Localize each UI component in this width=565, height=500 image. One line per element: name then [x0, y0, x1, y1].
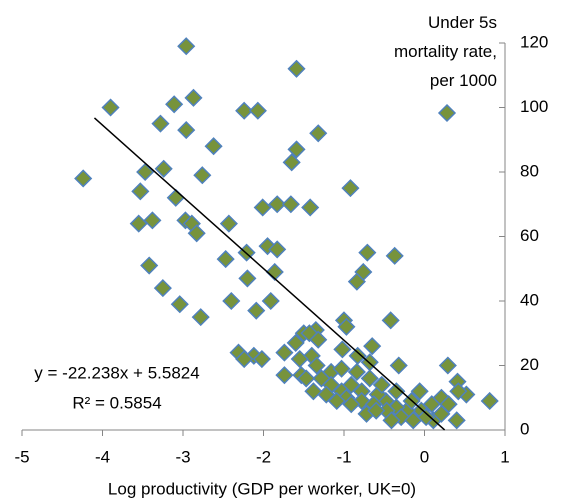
scatter-point — [248, 101, 267, 120]
scatter-point — [253, 198, 272, 217]
scatter-point — [287, 59, 306, 78]
scatter-point — [143, 211, 162, 230]
y-tick-label: 80 — [520, 161, 539, 180]
scatter-point — [341, 179, 360, 198]
x-axis-title: Log productivity (GDP per worker, UK=0) — [108, 479, 416, 498]
scatter-point — [252, 349, 271, 369]
scatter-point — [360, 369, 379, 388]
trendline-r-squared: R² = 0.5854 — [72, 393, 161, 412]
legend-label: Under 5s mortality rate, per 1000 — [394, 13, 497, 90]
scatter-point — [381, 311, 400, 330]
scatter-point — [222, 291, 241, 311]
scatter-point — [129, 214, 148, 233]
scatter-point — [136, 162, 155, 182]
scatter-point — [439, 395, 458, 414]
scatter-point — [417, 408, 436, 427]
scatter-point — [307, 356, 326, 375]
trendline-equation: y = -22.238x + 5.5824 — [34, 363, 199, 382]
scatter-point — [312, 369, 331, 388]
scatter-point — [261, 291, 280, 311]
scatter-point — [151, 114, 170, 133]
scatter-point — [166, 188, 185, 207]
scatter-point — [216, 250, 235, 269]
scatter-point — [101, 98, 120, 117]
scatter-point — [287, 140, 306, 159]
scatter-point — [290, 349, 309, 369]
scatter-point — [131, 182, 150, 201]
scatter-point — [389, 356, 408, 375]
x-tick-label: 1 — [500, 447, 509, 466]
x-tick-label: -3 — [175, 447, 190, 466]
scatter-point — [170, 295, 189, 314]
scatter-point — [275, 366, 294, 385]
scatter-point — [74, 169, 93, 188]
scatter-point — [184, 88, 203, 107]
scatter-point — [286, 333, 305, 352]
legend-marker — [437, 103, 457, 123]
scatter-point — [342, 395, 361, 414]
scatter-point — [309, 330, 328, 349]
scatter-point — [297, 369, 316, 388]
scatter-point — [332, 359, 351, 378]
scatter-point — [447, 411, 466, 430]
scatter-point — [327, 391, 346, 411]
y-tick-label: 40 — [520, 290, 539, 309]
scatter-point — [358, 243, 377, 262]
scatter-point — [363, 337, 382, 356]
scatter-point — [191, 308, 210, 327]
scatter-point — [235, 349, 254, 369]
x-tick-label: -5 — [14, 447, 29, 466]
scatter-point — [337, 317, 356, 336]
scatter-point — [140, 256, 159, 275]
x-tick-label: 0 — [420, 447, 429, 466]
y-tick-label: 100 — [520, 97, 548, 116]
scatter-point — [422, 395, 441, 414]
x-tick-label: -4 — [95, 447, 110, 466]
y-tick-label: 120 — [520, 32, 548, 51]
scatter-point — [219, 214, 238, 233]
scatter-point — [268, 240, 287, 259]
scatter-point — [480, 391, 499, 411]
scatter-point — [281, 195, 300, 214]
scatter-point — [304, 382, 323, 401]
scatter-point — [382, 411, 401, 430]
scatter-point — [301, 198, 320, 217]
scatter-point — [193, 166, 212, 185]
scatter-point — [154, 159, 173, 178]
scatter-point — [387, 382, 406, 401]
scatter-point — [275, 343, 294, 362]
scatter-point — [282, 153, 301, 172]
scatter-point — [187, 224, 206, 243]
scatter-point — [265, 262, 284, 282]
scatter-point — [410, 382, 429, 401]
x-tick-label: -2 — [256, 447, 271, 466]
scatter-point — [367, 401, 386, 420]
scatter-point — [347, 362, 366, 382]
scatter-point — [333, 340, 352, 359]
scatter-point — [385, 246, 404, 265]
y-tick-label: 0 — [520, 419, 529, 438]
scatter-point — [238, 269, 257, 288]
scatter-point — [153, 279, 172, 298]
y-tick-label: 60 — [520, 226, 539, 245]
scatter-point — [449, 382, 468, 401]
scatter-point — [177, 37, 196, 56]
scatter-point — [177, 121, 196, 140]
scatter-point — [372, 375, 391, 394]
scatter-point — [268, 195, 287, 214]
scatter-point — [235, 101, 254, 120]
trendline — [93, 117, 446, 431]
scatter-point — [438, 356, 457, 375]
scatter-point — [247, 301, 266, 320]
scatter-point — [309, 124, 328, 143]
y-tick-label: 20 — [520, 355, 539, 374]
scatter-point — [347, 272, 366, 291]
x-tick-label: -1 — [336, 447, 351, 466]
scatter-point — [165, 95, 184, 114]
scatter-point — [204, 137, 223, 156]
